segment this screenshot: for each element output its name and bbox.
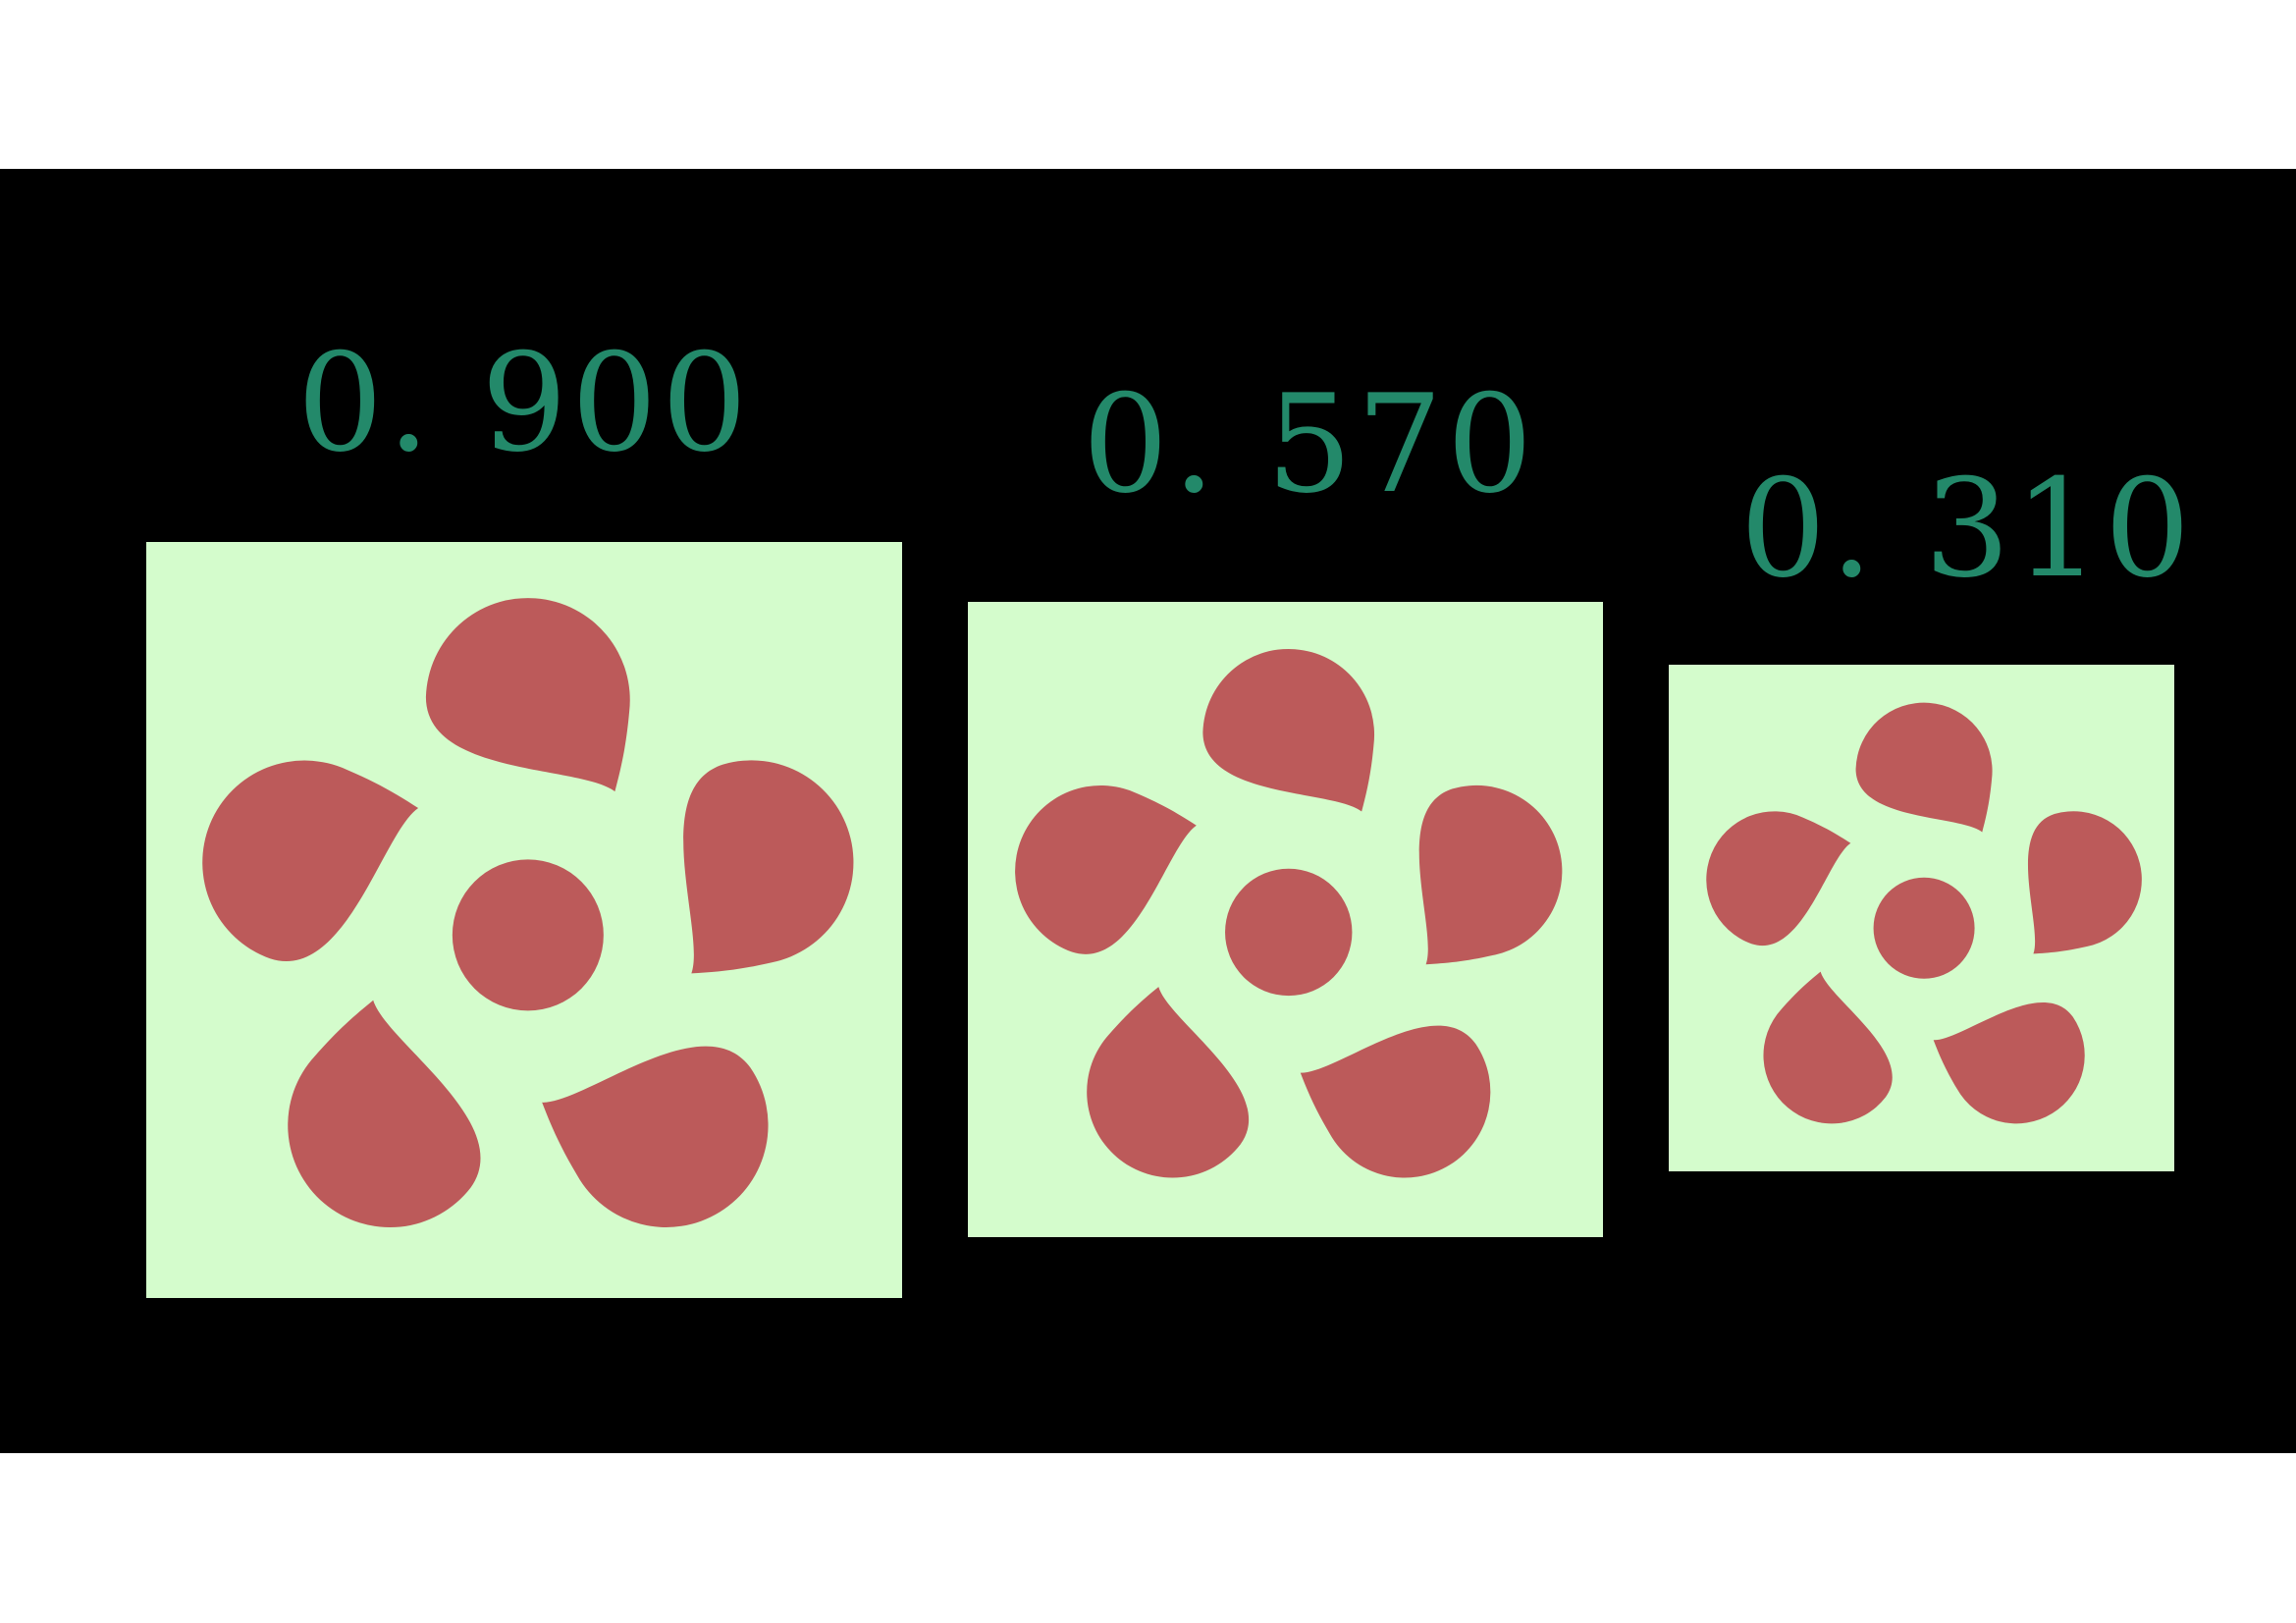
pinwheel-flower-icon (1706, 702, 2142, 1124)
petal (1933, 1002, 2085, 1124)
flower-center (1225, 868, 1353, 997)
petal (1763, 971, 1893, 1124)
petal (683, 760, 854, 974)
flower-panel-3 (1669, 665, 2174, 1171)
flower-panel-2 (968, 602, 1603, 1237)
flower-center (452, 859, 604, 1011)
pinwheel-flower-icon (1015, 648, 1563, 1178)
petal (1855, 702, 1993, 833)
petal (1087, 987, 1249, 1178)
petal (1015, 784, 1197, 954)
flower-panel-1 (146, 542, 902, 1298)
pinwheel-flower-icon (202, 598, 854, 1228)
petal (288, 1000, 481, 1228)
petal (425, 598, 630, 792)
petal (1202, 648, 1375, 812)
petal (1300, 1025, 1491, 1178)
scale-label-2: 0. 570 (1082, 365, 1537, 523)
petal (1418, 784, 1563, 965)
petal (2027, 811, 2142, 954)
flower-center (1873, 877, 1975, 979)
petal (202, 760, 419, 961)
scale-label-1: 0. 900 (296, 324, 752, 482)
petal (1706, 811, 1851, 947)
petal (542, 1046, 769, 1227)
scale-label-3: 0. 310 (1739, 450, 2195, 608)
